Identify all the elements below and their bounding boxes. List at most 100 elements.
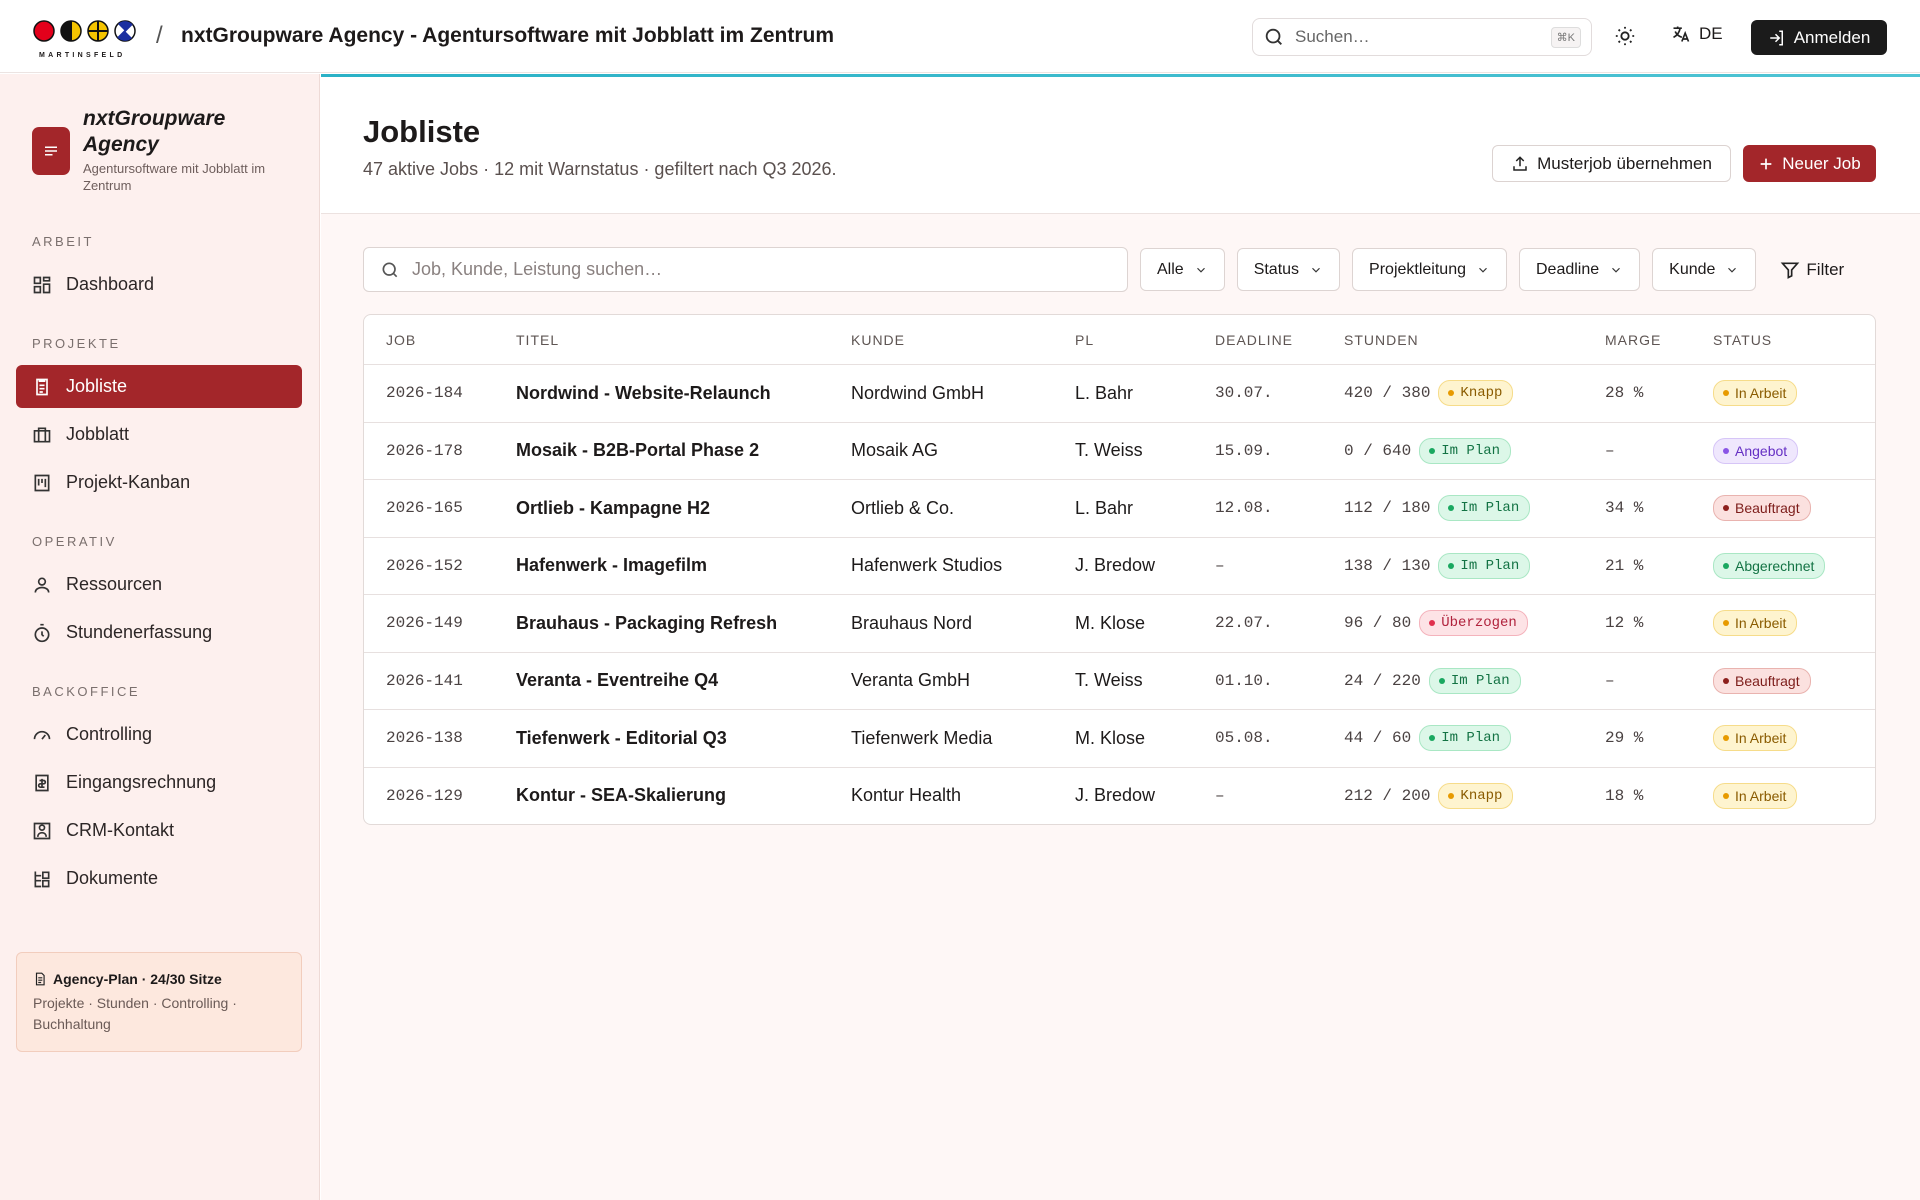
nav-item[interactable]: Jobliste [16, 365, 302, 408]
filter-chip[interactable]: Alle [1140, 248, 1225, 291]
nav-item[interactable]: Jobblatt [16, 413, 302, 456]
table-row[interactable]: 2026-152 Hafenwerk - Imagefilm Hafenwerk S… [364, 536, 1875, 595]
budget-badge: Im Plan [1438, 495, 1531, 522]
margin: – [1605, 441, 1615, 460]
deadline: 30.07. [1215, 384, 1273, 403]
icon [34, 871, 50, 887]
plan-card: Agency-Plan · 24/30 Sitze Projekte · Stu… [16, 952, 302, 1052]
status-label: In Arbeit [1735, 730, 1787, 747]
badge-dot [1448, 792, 1455, 799]
project-lead: J. Bredow [1075, 785, 1156, 806]
status-label: Angebot [1735, 442, 1788, 459]
filter-chip[interactable]: Deadline [1519, 248, 1641, 291]
table-row[interactable]: 2026-138 Tiefenwerk - Editorial Q3 Tiefenw… [364, 709, 1875, 767]
hours: 44 / 60 [1344, 729, 1412, 748]
table-row[interactable]: 2026-149 Brauhaus - Packaging Refresh Brau… [364, 594, 1875, 652]
sidebar: nxtGroupware Agency Agentursoftware mit … [0, 74, 320, 1200]
filter-chip[interactable]: Projektleitung [1352, 248, 1507, 291]
hours-cell: 138 / 130 Im Plan [1344, 552, 1605, 579]
column-header: KUNDE [851, 331, 906, 348]
global-search[interactable]: Suchen… ⌘K [1252, 18, 1592, 56]
hours: 212 / 200 [1344, 786, 1431, 805]
badge-dot [1723, 447, 1729, 454]
table-row[interactable]: 2026-184 Nordwind - Website-Relaunch Nordw… [364, 364, 1875, 422]
nav-item[interactable]: Dokumente [16, 857, 302, 900]
language-label: DE [1699, 24, 1723, 43]
hours-cell: 24 / 220 Im Plan [1344, 667, 1605, 694]
project-lead: M. Klose [1075, 727, 1146, 748]
deadline: – [1215, 786, 1225, 805]
job-number: 2026-141 [386, 671, 463, 690]
login-label: Anmelden [1793, 27, 1871, 47]
nav-item[interactable]: Eingangsrechnung [16, 761, 302, 804]
filter-chip[interactable]: Status [1236, 248, 1341, 291]
deadline: 15.09. [1215, 441, 1273, 460]
table-row[interactable]: 2026-165 Ortlieb - Kampagne H2 Ortlieb & C… [364, 479, 1875, 537]
filter-button[interactable]: Filter [1780, 260, 1844, 280]
nav-item[interactable]: Projekt-Kanban [16, 461, 302, 504]
nav-item-label: Eingangsrechnung [66, 772, 217, 792]
budget-label: Überzogen [1441, 615, 1517, 632]
table-row[interactable]: 2026-178 Mosaik - B2B-Portal Phase 2 Mosai… [364, 421, 1875, 480]
logo[interactable]: MARTINSFELD [33, 18, 139, 59]
nav-item-label: Dokumente [66, 868, 159, 888]
badge-dot [1438, 677, 1445, 684]
icon [33, 822, 51, 839]
nav-item[interactable]: Controlling [16, 713, 302, 756]
icon [1612, 267, 1621, 273]
badge-dot [1723, 390, 1729, 397]
top-bar: MARTINSFELD / nxtGroupware Agency - Agen… [0, 0, 1920, 73]
job-title: Nordwind - Website-Relaunch [516, 382, 771, 403]
search-icon [1265, 28, 1282, 45]
theme-toggle[interactable] [1614, 25, 1636, 47]
badge-dot [1723, 792, 1729, 799]
column-header: DEADLINE [1215, 331, 1294, 348]
nav-item[interactable]: Ressourcen [16, 563, 302, 606]
login-button[interactable]: Anmelden [1751, 20, 1887, 55]
template-button[interactable]: Musterjob übernehmen [1492, 145, 1731, 182]
badge-dot [1448, 562, 1455, 569]
navigation: ARBEIT Dashboard PROJEKTE Jobliste Jobblatt P… [16, 234, 302, 905]
status-cell: Beauftragt [1713, 667, 1875, 694]
budget-badge: Überzogen [1419, 610, 1528, 637]
shortcut: ⌘K [1550, 26, 1581, 48]
app-name: nxtGroupware Agency [83, 107, 226, 156]
icon [1312, 267, 1320, 273]
filter-chip[interactable]: Kunde [1652, 248, 1757, 291]
margin: 12 % [1605, 614, 1644, 633]
project-lead: J. Bredow [1075, 555, 1156, 576]
badge-dot [1429, 735, 1436, 742]
logo-text: MARTINSFELD [39, 52, 126, 59]
nav-item[interactable]: CRM-Kontakt [16, 809, 302, 852]
nav-item[interactable]: Stundenerfassung [16, 611, 302, 654]
hours-cell: 212 / 200 Knapp [1344, 782, 1605, 809]
nav-item[interactable]: Dashboard [16, 263, 302, 306]
icon [34, 474, 50, 491]
hours-cell: 96 / 80 Überzogen [1344, 610, 1605, 637]
hours-cell: 0 / 640 Im Plan [1344, 437, 1605, 464]
new-job-button[interactable]: Neuer Job [1743, 145, 1876, 182]
filter-label: Deadline [1536, 260, 1600, 278]
job-table: JOB TITEL KUNDE PL DEADLINE STUNDEN MARGE STATU… [363, 314, 1876, 825]
customer: Mosaik AG [851, 440, 939, 461]
hours-cell: 420 / 380 Knapp [1344, 380, 1605, 407]
job-number: 2026-184 [386, 384, 463, 403]
filter-button-label: Filter [1806, 259, 1845, 279]
customer: Brauhaus Nord [851, 612, 973, 633]
table-row[interactable]: 2026-129 Kontur - SEA-Skalierung Kontur He… [364, 766, 1875, 825]
deadline: 05.08. [1215, 729, 1273, 748]
job-search[interactable]: Job, Kunde, Leistung suchen… [363, 247, 1128, 292]
status-badge: Beauftragt [1713, 495, 1811, 522]
status-cell: In Arbeit [1713, 782, 1875, 809]
budget-badge: Knapp [1438, 380, 1514, 407]
budget-badge: Im Plan [1438, 552, 1531, 579]
icon [36, 378, 48, 395]
language-switch[interactable]: DE [1671, 24, 1723, 44]
table-row[interactable]: 2026-141 Veranta - Eventreihe Q4 Veranta G… [364, 651, 1875, 710]
status-label: In Arbeit [1735, 787, 1787, 804]
icon [33, 276, 51, 293]
job-title: Kontur - SEA-Skalierung [516, 785, 727, 806]
search-icon [382, 262, 398, 277]
